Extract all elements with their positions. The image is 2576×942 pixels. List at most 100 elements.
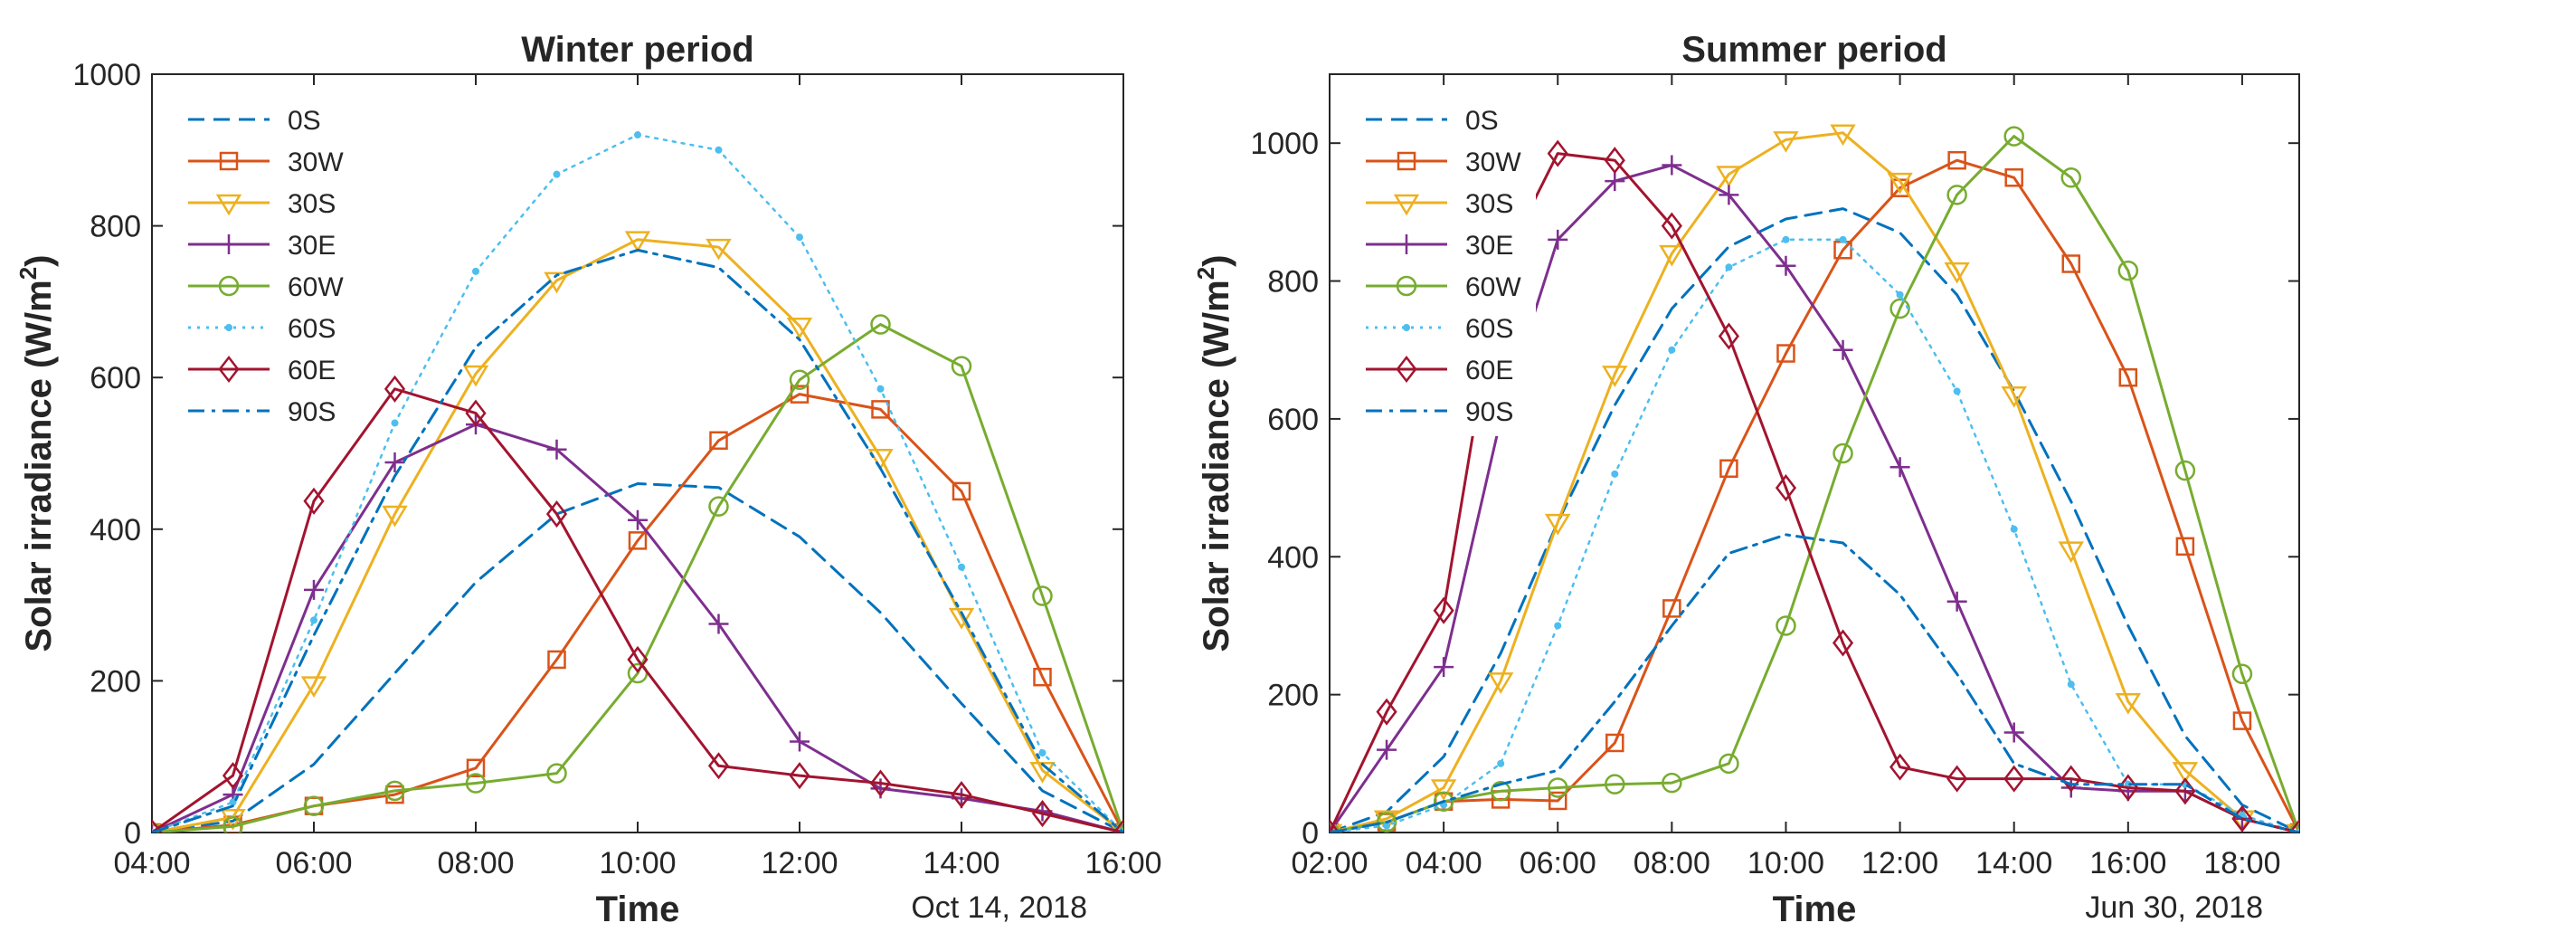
data-point-60E (1113, 818, 1123, 833)
data-point-60E (1031, 799, 1054, 828)
data-point-30E (1662, 155, 1682, 176)
data-point-60E (1946, 765, 1968, 793)
data-point-30S (1716, 166, 1742, 187)
series-line-0S (152, 482, 1123, 833)
data-point-30E (1833, 339, 1853, 360)
data-point-60S (1896, 290, 1904, 299)
data-point-30E (1377, 739, 1397, 760)
data-point-60W (2060, 167, 2082, 188)
y-tick-label: 0 (124, 816, 141, 851)
data-point-30W (2232, 711, 2252, 730)
data-point-60E (1547, 139, 1568, 167)
data-point-60E (627, 645, 649, 673)
data-point-30W (871, 400, 890, 419)
data-point-60S (1038, 749, 1046, 757)
data-point-60E (2060, 765, 2082, 793)
x-tick-label: 06:00 (1520, 846, 1596, 880)
data-point-30E (1719, 185, 1739, 205)
legend-label: 60S (1465, 314, 1513, 344)
legend-label: 90S (288, 397, 336, 427)
series-line-0S (1330, 207, 2299, 833)
data-point-60W (303, 795, 325, 816)
data-point-60W (951, 356, 972, 376)
data-point-60E (465, 399, 487, 427)
x-tick-label: 14:00 (923, 846, 999, 880)
x-tick-label: 08:00 (437, 846, 514, 880)
date-label: Jun 30, 2018 (2085, 890, 2263, 925)
data-point-30W (1947, 150, 1966, 170)
data-point-30S (2115, 693, 2142, 715)
data-point-60E (1433, 596, 1454, 624)
data-point-30W (547, 650, 566, 670)
data-point-60S (391, 419, 399, 427)
data-point-30S (1659, 244, 1685, 267)
chart-title: Winter period (521, 30, 753, 70)
legend-label: 60E (1465, 356, 1513, 385)
data-point-60E (545, 500, 568, 528)
data-point-60W (2231, 663, 2253, 685)
data-point-30E (628, 509, 648, 530)
data-point-30S (2058, 541, 2084, 564)
y-tick-label: 600 (90, 361, 141, 395)
legend-marker-60W (1396, 275, 1417, 297)
data-point-60W (1605, 774, 1625, 795)
data-point-60W (223, 816, 243, 833)
data-point-30E (2003, 722, 2024, 743)
data-point-60S (1953, 387, 1961, 395)
legend-marker-60S (1403, 324, 1410, 331)
data-point-60E (303, 487, 325, 515)
legend-box (1355, 90, 1536, 436)
x-axis-label: Time (1773, 890, 1857, 929)
legend-label: 30W (288, 147, 344, 177)
legend-marker-60S (225, 324, 232, 331)
data-point-30W (1605, 733, 1624, 753)
x-tick-label: 02:00 (1291, 846, 1368, 880)
y-axis-label-end: ) (19, 254, 59, 266)
data-point-30S (2001, 385, 2027, 408)
x-tick-label: 08:00 (1634, 846, 1710, 880)
date-label: Oct 14, 2018 (911, 890, 1087, 925)
data-point-60W (2174, 460, 2196, 481)
legend-label: 60S (288, 314, 336, 344)
data-point-30E (1946, 591, 1967, 612)
data-point-60W (1719, 753, 1739, 775)
series-line-60W (152, 323, 1123, 833)
data-point-60W (1662, 772, 1682, 794)
data-point-30S (1487, 672, 1514, 694)
legend: 0S 30W 30S 30E 60W 60S 60E 90S (1355, 90, 1536, 436)
data-point-30E (708, 614, 729, 634)
x-tick-label: 06:00 (275, 846, 352, 880)
y-tick-label: 400 (1267, 540, 1319, 575)
x-tick-label: 10:00 (599, 846, 676, 880)
data-point-30E (304, 579, 324, 600)
data-point-60E (2288, 818, 2299, 833)
x-axis-label: Time (596, 890, 680, 929)
data-point-60E (1832, 629, 1854, 657)
data-point-30W (1662, 599, 1681, 618)
data-point-30W (1776, 344, 1795, 363)
data-point-60S (2010, 525, 2018, 533)
y-tick-label: 800 (90, 210, 141, 244)
data-point-60W (1946, 185, 1967, 205)
data-point-30W (1548, 791, 1567, 811)
data-point-60S (1497, 759, 1505, 767)
data-point-30S (382, 505, 408, 528)
data-point-30S (786, 317, 813, 339)
data-point-30E (1605, 171, 1625, 192)
data-point-60W (1490, 781, 1511, 802)
data-point-60S (310, 616, 317, 624)
y-tick-label: 200 (1267, 679, 1319, 713)
legend-marker-30W (219, 151, 239, 171)
y-axis-label-text: Solar irradiance (W/m (19, 280, 59, 652)
data-point-30E (790, 731, 810, 752)
data-point-60E (951, 781, 972, 809)
data-point-30S (706, 238, 732, 261)
legend-label: 60W (288, 272, 344, 302)
legend-label: 0S (288, 106, 321, 136)
data-point-30S (624, 231, 651, 253)
data-point-60S (796, 233, 803, 242)
legend: 0S 30W 30S 30E 60W 60S 60E 90S (177, 90, 358, 436)
data-point-30S (1830, 124, 1856, 147)
data-point-60W (2117, 260, 2139, 281)
legend-label: 30S (1465, 189, 1513, 219)
